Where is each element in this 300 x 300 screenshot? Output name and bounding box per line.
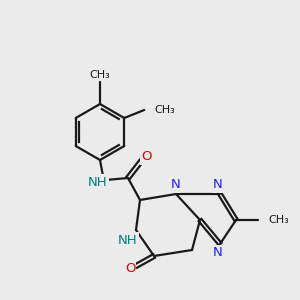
Text: CH₃: CH₃	[268, 215, 289, 225]
Text: N: N	[171, 178, 181, 191]
Text: O: O	[141, 151, 151, 164]
Text: N: N	[213, 178, 223, 191]
Text: N: N	[213, 247, 223, 260]
Text: NH: NH	[88, 176, 108, 188]
Text: O: O	[125, 262, 135, 275]
Text: NH: NH	[118, 233, 138, 247]
Text: CH₃: CH₃	[90, 70, 110, 80]
Text: CH₃: CH₃	[154, 105, 175, 115]
